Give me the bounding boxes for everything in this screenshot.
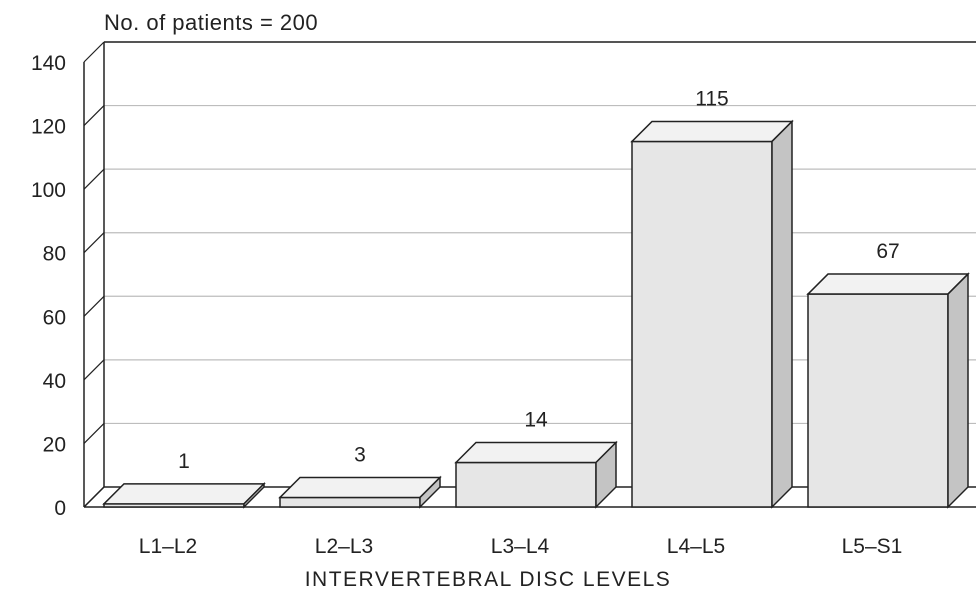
data-label: 1 bbox=[178, 450, 190, 473]
data-label: 115 bbox=[695, 87, 728, 110]
x-tick-label: L5–S1 bbox=[842, 535, 903, 558]
x-tick-label: L2–L3 bbox=[315, 535, 373, 558]
y-tick-label: 0 bbox=[54, 497, 66, 520]
y-tick-label: 40 bbox=[43, 370, 66, 393]
data-label: 3 bbox=[354, 443, 366, 466]
bar-side bbox=[243, 482, 265, 509]
bar-side bbox=[947, 272, 969, 509]
bar-top bbox=[630, 120, 794, 143]
x-axis-label: INTERVERTEBRAL DISC LEVELS bbox=[304, 568, 672, 591]
y-tick bbox=[83, 423, 105, 444]
y-tick-label: 100 bbox=[31, 179, 66, 202]
y-tick-label: 120 bbox=[31, 116, 66, 139]
bar-side bbox=[595, 440, 617, 509]
y-tick bbox=[83, 168, 105, 190]
y-tick bbox=[83, 359, 105, 381]
y-tick bbox=[83, 105, 105, 126]
bar bbox=[631, 140, 773, 508]
bar bbox=[279, 496, 421, 508]
y-tick-label: 80 bbox=[43, 243, 66, 266]
data-label: 67 bbox=[876, 240, 899, 263]
y-tick-label: 140 bbox=[31, 52, 66, 75]
y-tick bbox=[83, 41, 105, 63]
y-tick bbox=[83, 295, 105, 317]
bar-top bbox=[278, 476, 442, 499]
y-tick-label: 20 bbox=[43, 433, 66, 456]
x-tick-label: L3–L4 bbox=[491, 535, 550, 558]
bar-side bbox=[419, 475, 441, 509]
y-tick-label: 60 bbox=[43, 306, 66, 329]
y-tick bbox=[83, 232, 105, 254]
y-tick bbox=[83, 486, 105, 508]
x-tick-label: L4–L5 bbox=[667, 535, 725, 558]
data-label: 14 bbox=[524, 409, 548, 432]
bar bbox=[807, 293, 949, 508]
bar-top bbox=[454, 441, 618, 464]
x-tick-label: L1–L2 bbox=[139, 535, 197, 558]
patients-count-note: No. of patients = 200 bbox=[104, 10, 319, 35]
bar-top bbox=[806, 273, 970, 295]
bar-side bbox=[771, 119, 793, 509]
bar bbox=[455, 461, 597, 508]
bar-top bbox=[102, 483, 266, 505]
